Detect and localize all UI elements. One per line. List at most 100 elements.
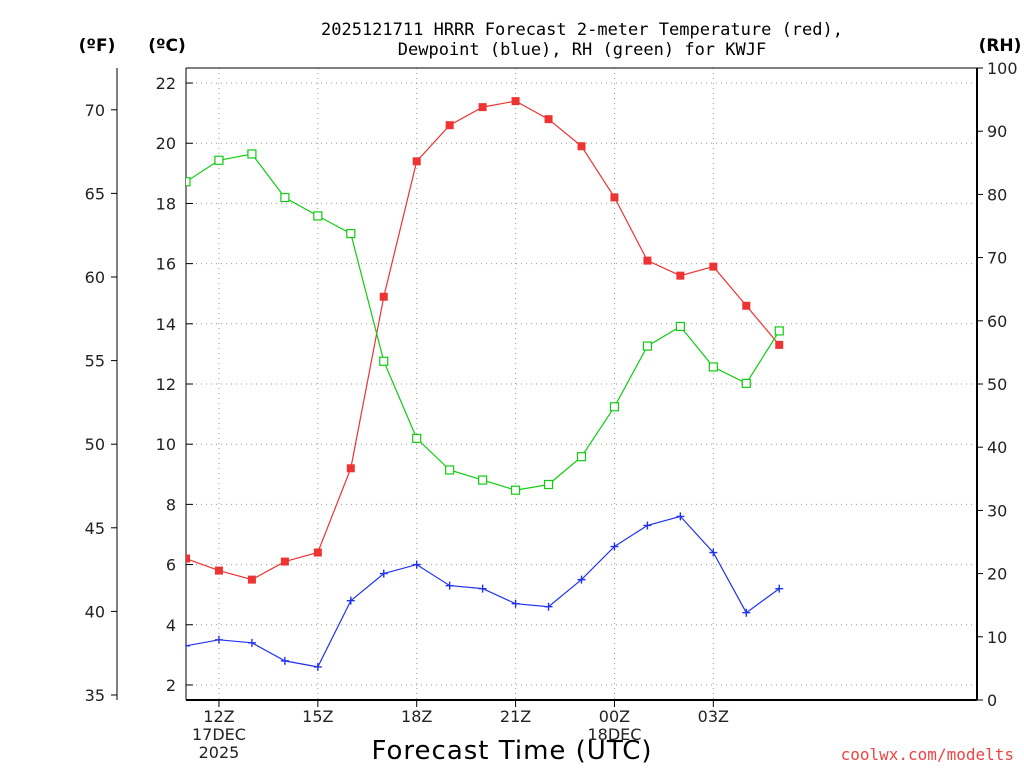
- 2-meter-temperature-point-1: [214, 566, 223, 575]
- dewpoint-point-11: [544, 602, 553, 611]
- dewpoint-point-7: [412, 560, 421, 569]
- rh-point-16: [708, 362, 718, 372]
- rh-tick-label-90: 90: [987, 122, 1007, 141]
- 2-meter-temperature-point-17: [742, 301, 751, 310]
- 2-meter-temperature-point-7: [412, 157, 421, 166]
- rh-point-3: [280, 192, 290, 203]
- celsius-unit-label: (ºC): [148, 36, 186, 56]
- dewpoint-point-17: [742, 608, 751, 617]
- watermark: coolwx.com/modelts: [841, 745, 1014, 764]
- rh-tick-label-70: 70: [987, 249, 1007, 268]
- 2-meter-temperature-point-16: [709, 262, 718, 271]
- 2-meter-temperature-point-14: [643, 256, 652, 265]
- dewpoint-point-3: [280, 656, 289, 665]
- celsius-tick-label-14: 14: [156, 315, 176, 334]
- x-tick-label-18-0: 18Z: [401, 707, 432, 726]
- rh-point-5: [346, 228, 356, 239]
- 2-meter-temperature-line: [186, 100, 780, 581]
- fahrenheit-tick-label-55: 55: [85, 352, 105, 371]
- dewpoint-point-10: [511, 599, 520, 608]
- dewpoint-point-4: [313, 662, 322, 671]
- 2-meter-temperature-point-9: [478, 103, 487, 112]
- rh-point-8: [445, 465, 455, 475]
- celsius-tick-label-16: 16: [156, 255, 176, 274]
- x-tick-label-12-2: 2025: [199, 743, 240, 762]
- rh-tick-label-10: 10: [987, 628, 1007, 647]
- 2-meter-temperature-point-13: [610, 193, 619, 202]
- rh-tick-label-100: 100: [987, 59, 1018, 78]
- chart-title-line-2: Dewpoint (blue), RH (green) for KWJF: [398, 40, 766, 60]
- celsius-tick-label-8: 8: [166, 495, 176, 514]
- fahrenheit-tick-label-70: 70: [85, 101, 105, 120]
- fahrenheit-tick-label-35: 35: [85, 686, 105, 705]
- 2-meter-temperature-point-18: [775, 340, 784, 349]
- rh-point-13: [609, 402, 620, 412]
- rh-point-0: [186, 177, 191, 187]
- dewpoint-point-8: [445, 581, 454, 590]
- x-tick-label-21-0: 21Z: [500, 707, 531, 726]
- dewpoint-point-14: [643, 521, 652, 530]
- fahrenheit-unit-label: (ºF): [79, 36, 116, 56]
- celsius-tick-label-22: 22: [156, 74, 176, 93]
- rh-tick-label-0: 0: [987, 691, 997, 710]
- rh-point-1: [214, 155, 224, 165]
- rh-point-6: [379, 356, 389, 366]
- 2-meter-temperature-point-6: [379, 292, 388, 301]
- grid-lines: [186, 68, 977, 700]
- celsius-tick-label-6: 6: [166, 556, 176, 575]
- rh-tick-label-20: 20: [987, 565, 1007, 584]
- x-tick-label-24-0: 00Z: [599, 707, 630, 726]
- rh-point-10: [510, 485, 521, 495]
- celsius-tick-label-10: 10: [156, 435, 176, 454]
- x-axis-label: Forecast Time (UTC): [371, 736, 652, 766]
- data-series: [186, 97, 784, 671]
- rh-point-12: [576, 452, 587, 462]
- celsius-tick-label-18: 18: [156, 194, 176, 213]
- fahrenheit-tick-label-40: 40: [85, 602, 105, 621]
- celsius-tick-label-4: 4: [166, 616, 176, 635]
- dewpoint-point-15: [676, 512, 685, 521]
- fahrenheit-tick-label-60: 60: [85, 268, 105, 287]
- rh-tick-label-40: 40: [987, 438, 1007, 457]
- series-2-meter-temperature: [186, 97, 784, 584]
- rh-point-15: [675, 321, 685, 332]
- chart-title-line-1: 2025121711 HRRR Forecast 2-meter Tempera…: [321, 20, 843, 40]
- x-tick-label-24-1: 18DEC: [587, 725, 641, 744]
- rh-line: [186, 153, 780, 491]
- 2-meter-temperature-point-8: [445, 121, 454, 130]
- fahrenheit-tick-label-45: 45: [85, 519, 105, 538]
- rh-tick-label-30: 30: [987, 501, 1007, 520]
- 2-meter-temperature-point-10: [511, 97, 520, 106]
- 2-meter-temperature-point-11: [544, 115, 553, 124]
- dewpoint-point-18: [775, 584, 784, 593]
- rh-unit-label: (RH): [979, 36, 1022, 56]
- rh-point-11: [543, 479, 554, 490]
- fahrenheit-tick-label-50: 50: [85, 435, 105, 454]
- celsius-tick-label-12: 12: [156, 375, 176, 394]
- rh-point-7: [412, 433, 422, 443]
- x-tick-label-15-0: 15Z: [302, 707, 333, 726]
- axes: [111, 67, 983, 707]
- rh-point-4: [313, 211, 323, 221]
- fahrenheit-tick-label-65: 65: [85, 184, 105, 203]
- rh-point-14: [642, 341, 653, 351]
- dewpoint-point-6: [379, 569, 388, 578]
- rh-point-17: [741, 378, 751, 388]
- 2-meter-temperature-point-2: [247, 575, 256, 584]
- rh-point-2: [247, 149, 257, 159]
- dewpoint-point-5: [346, 596, 355, 605]
- x-tick-label-27-0: 03Z: [698, 707, 729, 726]
- series-dewpoint: [186, 512, 784, 671]
- celsius-tick-label-20: 20: [156, 134, 176, 153]
- 2-meter-temperature-point-0: [186, 554, 190, 563]
- dewpoint-point-1: [214, 635, 223, 644]
- dewpoint-point-2: [247, 638, 256, 647]
- 2-meter-temperature-point-4: [313, 548, 322, 557]
- rh-tick-label-80: 80: [987, 185, 1007, 204]
- dewpoint-point-9: [478, 584, 487, 593]
- dewpoint-point-12: [577, 575, 586, 584]
- 2-meter-temperature-point-15: [676, 271, 685, 280]
- series-rh: [186, 149, 784, 495]
- 2-meter-temperature-point-12: [577, 142, 586, 151]
